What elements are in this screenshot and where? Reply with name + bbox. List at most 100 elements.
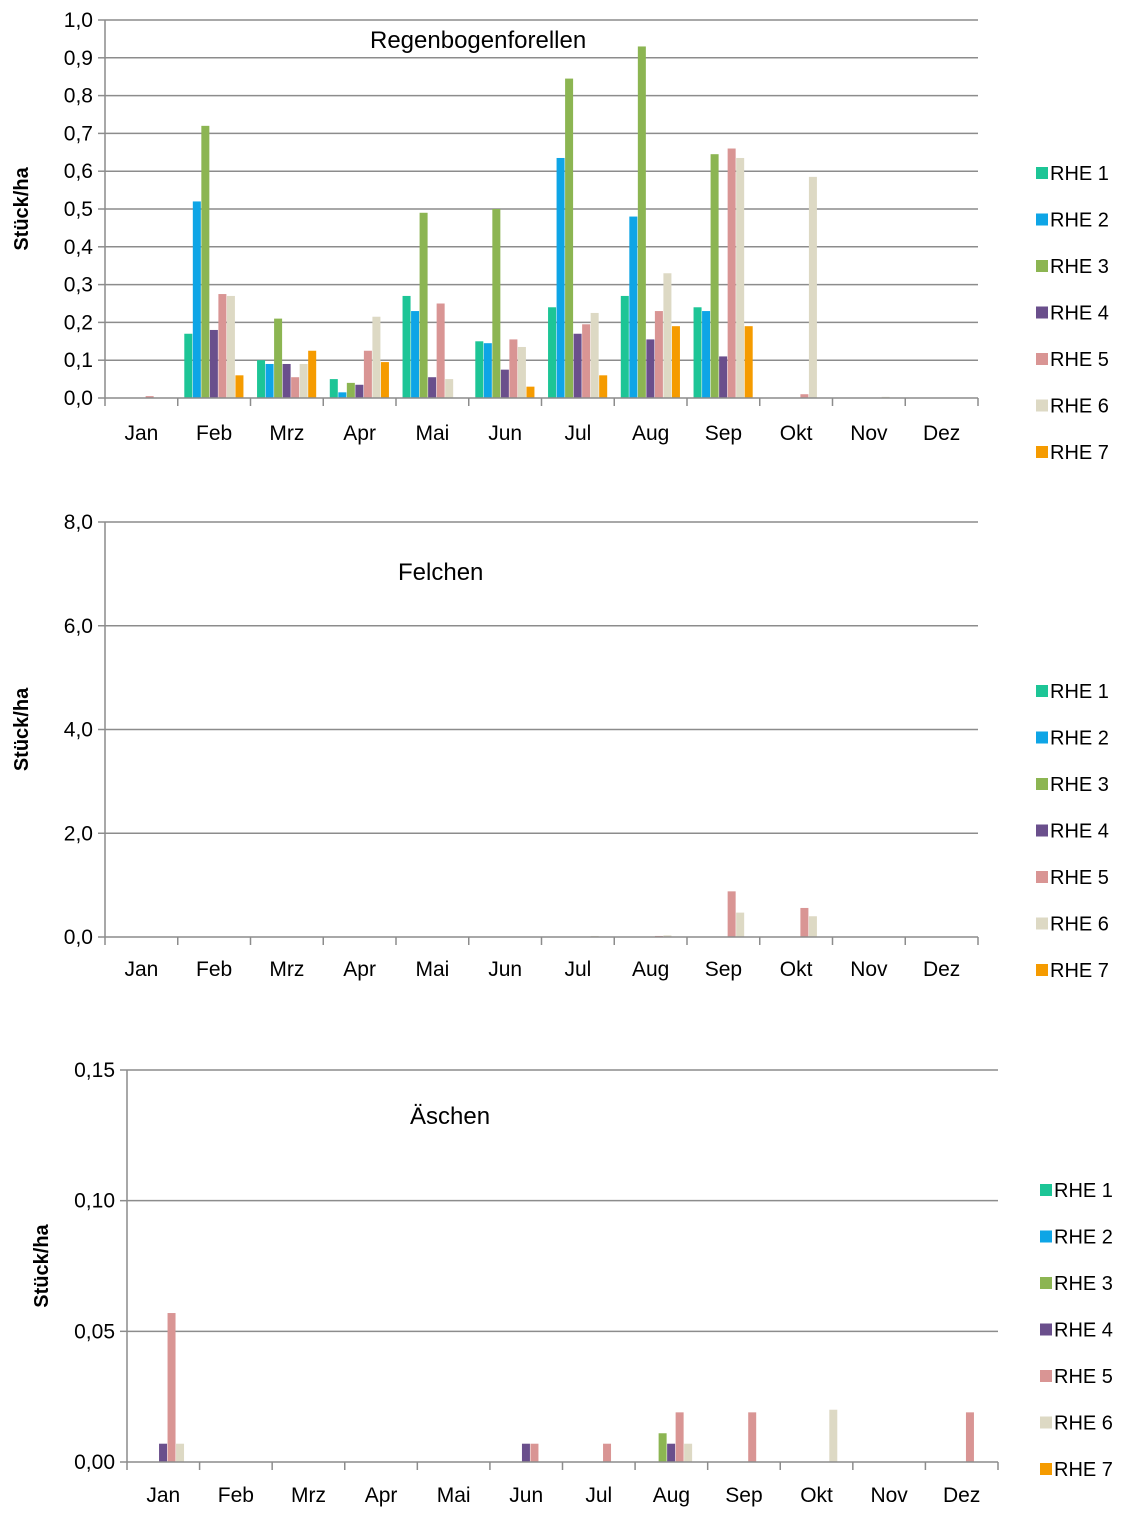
legend-label: RHE 1 [1050, 163, 1109, 185]
bar-rhe-5 [603, 1443, 612, 1462]
legend-label: RHE 2 [1054, 1227, 1113, 1249]
bar-rhe-5 [509, 339, 518, 398]
y-tick-label: 0,9 [64, 47, 93, 70]
legend-label: RHE 4 [1050, 303, 1109, 325]
bar-rhe-3 [658, 1433, 667, 1462]
bar-rhe-6 [663, 273, 672, 398]
bar-rhe-5 [965, 1412, 974, 1462]
bar-rhe-6 [736, 157, 745, 398]
x-tick-label: Jan [146, 1484, 180, 1507]
legend-swatch [1040, 1323, 1052, 1336]
y-tick-label: 0,1 [64, 349, 93, 372]
bar-rhe-1 [620, 295, 629, 398]
bar-rhe-3 [274, 318, 283, 398]
x-tick-label: Mrz [269, 958, 304, 981]
legend-label: RHE 4 [1054, 1320, 1113, 1342]
legend-swatch [1036, 964, 1048, 976]
bar-rhe-5 [291, 377, 300, 398]
legend-swatch [1036, 778, 1048, 790]
x-tick-label: Nov [850, 958, 888, 981]
y-tick-label: 4,0 [64, 719, 93, 742]
bar-rhe-6 [684, 1443, 693, 1462]
bar-rhe-6 [808, 176, 817, 398]
bar-rhe-3 [201, 125, 210, 398]
bar-rhe-2 [192, 201, 201, 398]
x-tick-label: Mrz [291, 1484, 326, 1507]
bar-rhe-2 [483, 343, 492, 398]
y-tick-label: 0,0 [64, 926, 93, 949]
legend-label: RHE 5 [1050, 349, 1109, 371]
x-tick-label: Feb [196, 422, 232, 445]
legend-swatch [1036, 167, 1048, 179]
x-tick-label: Apr [343, 422, 376, 445]
bar-rhe-7 [526, 386, 535, 398]
legend-swatch [1036, 260, 1048, 272]
x-tick-label: Sep [705, 958, 742, 981]
legend-swatch [1036, 353, 1048, 365]
x-tick-label: Jul [564, 958, 591, 981]
chart-title: Äschen [410, 1103, 490, 1130]
x-tick-label: Jul [564, 422, 591, 445]
bar-rhe-2 [265, 363, 274, 398]
bar-rhe-5 [727, 148, 736, 398]
bar-rhe-7 [744, 326, 753, 398]
legend-label: RHE 7 [1050, 960, 1109, 982]
legend-swatch [1040, 1184, 1052, 1196]
x-tick-label: Dez [923, 958, 960, 981]
legend-swatch [1040, 1277, 1052, 1289]
bar-rhe-3 [492, 209, 501, 398]
bar-rhe-6 [590, 312, 599, 398]
bar-rhe-5 [582, 324, 591, 398]
bar-rhe-5 [800, 907, 809, 937]
x-tick-label: Mai [415, 958, 449, 981]
bar-rhe-6 [808, 916, 817, 937]
legend-swatch [1036, 731, 1048, 744]
bar-rhe-5 [145, 396, 154, 398]
y-tick-label: 2,0 [64, 822, 93, 845]
y-axis-label: Stück/ha [31, 1223, 53, 1307]
bar-rhe-2 [411, 311, 420, 398]
x-tick-label: Mai [437, 1484, 471, 1507]
legend-label: RHE 3 [1054, 1273, 1113, 1295]
bar-rhe-7 [380, 362, 389, 398]
legend-label: RHE 7 [1050, 442, 1109, 464]
legend-swatch [1036, 306, 1048, 319]
legend-swatch [1036, 213, 1048, 226]
y-tick-label: 1,0 [64, 9, 93, 32]
x-tick-label: Sep [725, 1484, 762, 1507]
legend-swatch [1040, 1463, 1052, 1475]
bar-rhe-6 [829, 1409, 838, 1462]
legend-label: RHE 5 [1050, 867, 1109, 889]
bar-rhe-6 [736, 912, 745, 937]
legend-label: RHE 3 [1050, 774, 1109, 796]
legend-swatch [1036, 917, 1048, 930]
bar-rhe-4 [355, 384, 364, 398]
legend-swatch [1040, 1416, 1052, 1429]
bar-rhe-2 [629, 216, 638, 398]
bar-rhe-4 [209, 329, 218, 398]
y-tick-label: 0,05 [74, 1320, 115, 1343]
legend-swatch [1040, 1370, 1052, 1382]
bar-rhe-5 [530, 1443, 539, 1462]
bar-rhe-4 [646, 339, 655, 398]
bar-rhe-6 [226, 295, 235, 398]
x-tick-label: Apr [343, 958, 376, 981]
x-tick-label: Aug [632, 958, 669, 981]
bar-rhe-1 [548, 307, 557, 398]
y-tick-label: 0,8 [64, 85, 93, 108]
legend-label: RHE 6 [1050, 914, 1109, 936]
x-tick-label: Jan [124, 422, 158, 445]
bar-rhe-1 [329, 379, 338, 398]
x-tick-label: Feb [218, 1484, 254, 1507]
bar-rhe-4 [667, 1443, 676, 1462]
bar-rhe-2 [702, 311, 711, 398]
chart-title: Felchen [398, 559, 483, 586]
y-axis-label: Stück/ha [11, 166, 33, 250]
bar-rhe-5 [800, 394, 809, 398]
chart-felchen: 0,0 2,0 4,0 6,0 8,0 Jan Feb Mrz Apr Mai Jun Jul Aug S… [11, 511, 1109, 982]
bar-rhe-4 [282, 363, 291, 398]
x-tick-label: Nov [850, 422, 888, 445]
y-tick-label: 0,4 [64, 236, 94, 259]
bar-rhe-1 [402, 295, 411, 398]
bar-rhe-2 [338, 392, 347, 398]
